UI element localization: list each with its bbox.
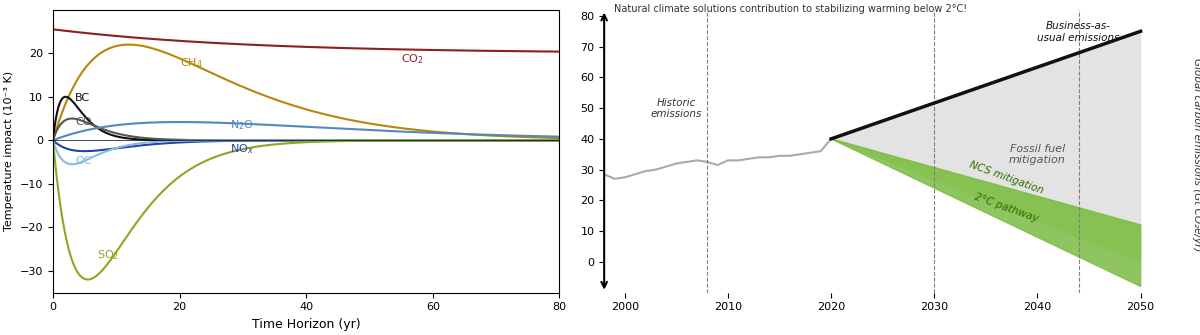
Text: Historic
emissions: Historic emissions (650, 98, 702, 119)
Text: NO$_x$: NO$_x$ (230, 142, 254, 156)
Text: SO$_2$: SO$_2$ (97, 248, 119, 262)
Text: OC: OC (76, 156, 91, 166)
Text: Global carbon emissions (Gt CO₂e/yr): Global carbon emissions (Gt CO₂e/yr) (1192, 58, 1200, 251)
Text: Business-as-
usual emissions: Business-as- usual emissions (1038, 21, 1120, 43)
Polygon shape (832, 139, 1140, 262)
Y-axis label: Temperature impact (10⁻³ K): Temperature impact (10⁻³ K) (4, 71, 14, 231)
Text: N$_2$O: N$_2$O (230, 118, 254, 132)
Text: CO: CO (76, 117, 91, 127)
Text: NCS mitigation: NCS mitigation (968, 160, 1045, 196)
Text: BC: BC (76, 93, 90, 103)
Text: CO$_2$: CO$_2$ (401, 52, 424, 66)
Text: CH$_4$: CH$_4$ (180, 56, 203, 70)
Text: 2°C pathway: 2°C pathway (973, 192, 1039, 224)
Text: Natural climate solutions contribution to stabilizing warming below 2°C!: Natural climate solutions contribution t… (614, 4, 967, 14)
Text: Fossil fuel
mitigation: Fossil fuel mitigation (1009, 144, 1066, 165)
Polygon shape (832, 31, 1140, 262)
Polygon shape (832, 139, 1140, 286)
X-axis label: Time Horizon (yr): Time Horizon (yr) (252, 318, 360, 331)
